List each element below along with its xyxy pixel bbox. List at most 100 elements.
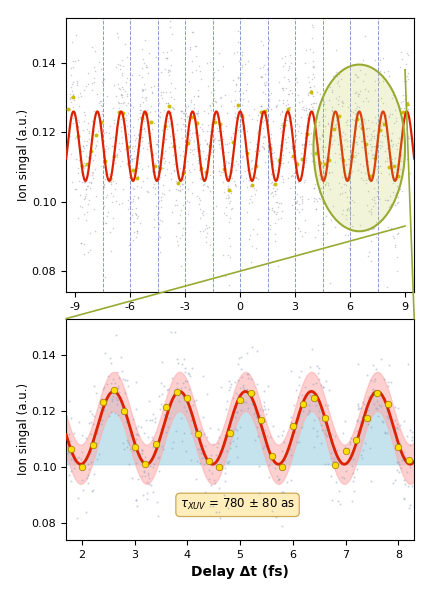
Point xyxy=(135,193,141,202)
Point xyxy=(231,109,238,118)
Point xyxy=(67,449,74,458)
Point xyxy=(239,94,246,104)
Point xyxy=(128,154,135,163)
Point xyxy=(224,158,231,167)
Point xyxy=(297,148,304,158)
Point xyxy=(132,210,139,219)
Point xyxy=(341,447,348,456)
Point xyxy=(98,110,105,119)
Point xyxy=(135,158,142,168)
Point xyxy=(273,208,279,217)
Point xyxy=(78,461,85,470)
Point xyxy=(378,130,385,140)
Point xyxy=(277,127,284,137)
Point xyxy=(235,86,242,96)
Point xyxy=(110,133,117,142)
Point xyxy=(187,132,194,142)
Point xyxy=(207,145,214,154)
Point xyxy=(134,474,141,484)
Point xyxy=(210,86,217,95)
Point xyxy=(310,183,317,193)
Point xyxy=(320,425,327,435)
Point xyxy=(132,165,139,174)
Point xyxy=(107,227,114,237)
Point xyxy=(97,124,104,133)
Point xyxy=(352,435,359,444)
Point xyxy=(392,182,399,191)
Point xyxy=(403,49,410,58)
Point xyxy=(340,442,347,452)
Point xyxy=(231,377,238,386)
Point xyxy=(170,94,177,103)
Point xyxy=(79,475,86,484)
Point xyxy=(285,116,292,126)
Point xyxy=(400,416,406,425)
Point xyxy=(347,434,354,443)
Point xyxy=(244,385,250,394)
Point xyxy=(287,58,294,67)
Point xyxy=(308,75,315,84)
Point xyxy=(231,133,238,142)
Point xyxy=(399,130,406,139)
Point xyxy=(396,47,403,57)
Point xyxy=(70,110,77,120)
Point xyxy=(291,427,298,437)
Point xyxy=(383,414,390,423)
Point xyxy=(365,247,371,257)
Point xyxy=(159,163,166,172)
Point xyxy=(268,203,275,212)
Point xyxy=(245,110,252,120)
Point xyxy=(167,138,174,148)
Point xyxy=(294,159,300,169)
Point xyxy=(398,107,405,117)
Point xyxy=(150,222,157,232)
Point xyxy=(234,100,241,109)
Point xyxy=(111,142,118,151)
Point xyxy=(392,171,399,181)
Point xyxy=(328,116,334,125)
Point xyxy=(210,145,216,154)
Point xyxy=(225,159,232,168)
Point xyxy=(116,199,123,209)
Point xyxy=(79,430,86,440)
Point xyxy=(223,457,230,467)
Ellipse shape xyxy=(313,64,404,231)
Point xyxy=(126,173,132,182)
Point xyxy=(342,134,348,143)
Point xyxy=(126,208,133,217)
Point xyxy=(215,507,222,517)
Point xyxy=(89,173,96,183)
Point xyxy=(150,179,157,189)
Point xyxy=(342,210,348,219)
Point xyxy=(396,150,403,160)
Point xyxy=(80,178,87,187)
Point xyxy=(92,67,98,76)
Point xyxy=(93,388,100,398)
Point xyxy=(347,183,354,193)
Point xyxy=(269,191,276,201)
Point xyxy=(255,146,262,155)
Point xyxy=(132,209,139,219)
Point xyxy=(201,487,208,497)
Point xyxy=(163,53,170,63)
Point xyxy=(392,140,399,150)
Point xyxy=(138,448,145,458)
Point xyxy=(83,136,90,146)
Point xyxy=(210,72,217,81)
Point xyxy=(405,455,412,465)
Point xyxy=(336,153,343,163)
Point xyxy=(362,175,369,184)
Point xyxy=(130,196,136,205)
Point xyxy=(164,67,171,77)
Point xyxy=(150,460,157,469)
Point xyxy=(112,150,118,160)
Point xyxy=(370,142,377,151)
Point xyxy=(263,52,270,61)
Point xyxy=(357,403,364,412)
Point xyxy=(188,57,195,66)
Point xyxy=(185,198,192,207)
Point xyxy=(74,214,81,223)
Point xyxy=(128,204,135,214)
Point xyxy=(397,156,403,166)
Point xyxy=(243,207,250,217)
